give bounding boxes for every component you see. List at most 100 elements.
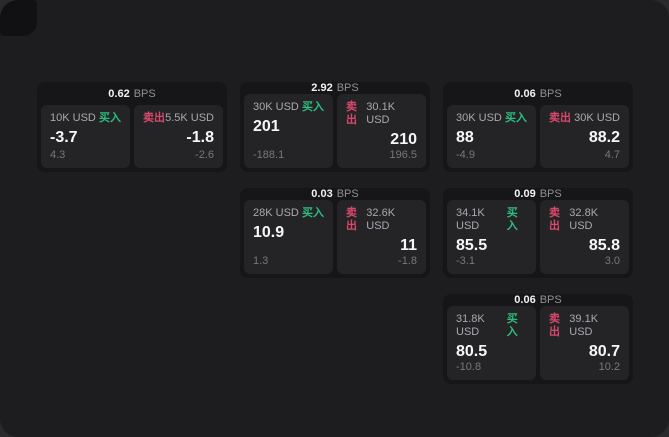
sell-quote-panel[interactable]: 卖出 5.5K USD -1.8 -2.6 bbox=[134, 105, 223, 168]
quote-card: 0.03 BPS 28K USD 买入 10.9 1.3 卖出 32.6K US… bbox=[240, 188, 430, 278]
buy-side-label: 买入 bbox=[506, 207, 518, 232]
buy-price: 80.5 bbox=[456, 343, 488, 360]
buy-size-label: 30K USD bbox=[253, 101, 299, 113]
sell-panel-header: 卖出 32.8K USD bbox=[549, 207, 620, 233]
sell-side-label: 卖出 bbox=[346, 101, 357, 126]
buy-quote-panel[interactable]: 30K USD 买入 201 -188.1 bbox=[244, 94, 333, 168]
buy-side-label: 买入 bbox=[302, 207, 324, 219]
quote-card: 0.62 BPS 10K USD 买入 -3.7 4.3 卖出 5.5K USD… bbox=[37, 82, 227, 172]
sell-side-label: 卖出 bbox=[143, 112, 165, 124]
sell-side-label: 卖出 bbox=[549, 207, 560, 232]
buy-size-label: 34.1K USD bbox=[456, 207, 485, 232]
buy-quote-panel[interactable]: 28K USD 买入 10.9 1.3 bbox=[244, 200, 333, 274]
buy-side-label: 买入 bbox=[505, 112, 527, 124]
spread-unit-label: BPS bbox=[539, 188, 562, 200]
buy-panel-header: 10K USD 买入 bbox=[50, 112, 121, 125]
buy-quote-panel[interactable]: 30K USD 买入 88 -4.9 bbox=[447, 105, 536, 168]
sell-delta: 10.2 bbox=[598, 361, 620, 373]
sell-quote-panel[interactable]: 卖出 32.6K USD 11 -1.8 bbox=[337, 200, 426, 274]
buy-delta: -188.1 bbox=[253, 149, 285, 161]
sell-delta: 4.7 bbox=[604, 149, 620, 161]
buy-quote-panel[interactable]: 34.1K USD 买入 85.5 -3.1 bbox=[447, 200, 536, 274]
spread-unit-label: BPS bbox=[133, 87, 156, 100]
quote-panels: 34.1K USD 买入 85.5 -3.1 卖出 32.8K USD 85.8… bbox=[447, 200, 629, 274]
quote-card-grid: 0.62 BPS 10K USD 买入 -3.7 4.3 卖出 5.5K USD… bbox=[37, 82, 633, 384]
sell-price: -1.8 bbox=[186, 129, 214, 146]
buy-panel-header: 31.8K USD 买入 bbox=[456, 313, 527, 339]
spread-value: 0.62 bbox=[108, 87, 130, 100]
buy-price: 88 bbox=[456, 129, 474, 146]
quote-card: 0.09 BPS 34.1K USD 买入 85.5 -3.1 卖出 32.8K… bbox=[443, 188, 633, 278]
sell-delta: -2.6 bbox=[195, 149, 214, 161]
quote-card: 0.06 BPS 30K USD 买入 88 -4.9 卖出 30K USD 8… bbox=[443, 82, 633, 172]
spread-header: 0.06 BPS bbox=[447, 294, 629, 306]
sell-delta: 3.0 bbox=[604, 255, 620, 267]
spread-value: 0.06 bbox=[514, 294, 536, 306]
sell-price: 85.8 bbox=[588, 237, 620, 254]
buy-price: 85.5 bbox=[456, 237, 488, 254]
buy-quote-panel[interactable]: 31.8K USD 买入 80.5 -10.8 bbox=[447, 306, 536, 380]
spread-unit-label: BPS bbox=[336, 82, 359, 94]
buy-quote-panel[interactable]: 10K USD 买入 -3.7 4.3 bbox=[41, 105, 130, 168]
buy-delta: 1.3 bbox=[253, 255, 269, 267]
sell-price: 80.7 bbox=[588, 343, 620, 360]
spread-header: 0.06 BPS bbox=[447, 82, 629, 105]
quote-panels: 30K USD 买入 201 -188.1 卖出 30.1K USD 210 1… bbox=[244, 94, 426, 168]
sell-size-label: 30K USD bbox=[574, 112, 620, 124]
window-corner-accent bbox=[0, 0, 37, 36]
quote-panels: 28K USD 买入 10.9 1.3 卖出 32.6K USD 11 -1.8 bbox=[244, 200, 426, 274]
sell-quote-panel[interactable]: 卖出 39.1K USD 80.7 10.2 bbox=[540, 306, 629, 380]
sell-size-label: 30.1K USD bbox=[366, 101, 396, 126]
sell-delta: -1.8 bbox=[398, 255, 417, 267]
buy-panel-header: 30K USD 买入 bbox=[456, 112, 527, 125]
buy-size-label: 30K USD bbox=[456, 112, 502, 124]
sell-price: 210 bbox=[390, 131, 417, 148]
sell-size-label: 39.1K USD bbox=[569, 313, 599, 338]
quote-panels: 30K USD 买入 88 -4.9 卖出 30K USD 88.2 4.7 bbox=[447, 105, 629, 168]
buy-size-label: 31.8K USD bbox=[456, 313, 485, 338]
spread-header: 0.03 BPS bbox=[244, 188, 426, 200]
buy-size-label: 10K USD bbox=[50, 112, 96, 124]
sell-quote-panel[interactable]: 卖出 30K USD 88.2 4.7 bbox=[540, 105, 629, 168]
sell-quote-panel[interactable]: 卖出 32.8K USD 85.8 3.0 bbox=[540, 200, 629, 274]
quote-card: 0.06 BPS 31.8K USD 买入 80.5 -10.8 卖出 39.1… bbox=[443, 294, 633, 384]
spread-header: 2.92 BPS bbox=[244, 82, 426, 94]
buy-delta: -10.8 bbox=[456, 361, 482, 373]
buy-size-label: 28K USD bbox=[253, 207, 299, 219]
sell-size-label: 32.8K USD bbox=[569, 207, 599, 232]
spread-unit-label: BPS bbox=[539, 294, 562, 306]
buy-panel-header: 34.1K USD 买入 bbox=[456, 207, 527, 233]
buy-side-label: 买入 bbox=[302, 101, 324, 113]
buy-panel-header: 30K USD 买入 bbox=[253, 101, 324, 114]
sell-delta: 196.5 bbox=[389, 149, 417, 161]
sell-price: 11 bbox=[400, 237, 417, 254]
buy-delta: -3.1 bbox=[456, 255, 475, 267]
quote-card: 2.92 BPS 30K USD 买入 201 -188.1 卖出 30.1K … bbox=[240, 82, 430, 172]
spread-value: 0.03 bbox=[311, 188, 333, 200]
quote-panels: 10K USD 买入 -3.7 4.3 卖出 5.5K USD -1.8 -2.… bbox=[41, 105, 223, 168]
spread-unit-label: BPS bbox=[539, 87, 562, 100]
sell-price: 88.2 bbox=[588, 129, 620, 146]
sell-panel-header: 卖出 39.1K USD bbox=[549, 313, 620, 339]
spread-unit-label: BPS bbox=[336, 188, 359, 200]
sell-size-label: 32.6K USD bbox=[366, 207, 396, 232]
buy-price: 10.9 bbox=[253, 224, 285, 241]
spread-value: 2.92 bbox=[311, 82, 333, 94]
spread-header: 0.09 BPS bbox=[447, 188, 629, 200]
buy-price: 201 bbox=[253, 118, 280, 135]
sell-panel-header: 卖出 5.5K USD bbox=[143, 112, 214, 125]
sell-panel-header: 卖出 32.6K USD bbox=[346, 207, 417, 233]
buy-delta: 4.3 bbox=[50, 149, 66, 161]
spread-value: 0.06 bbox=[514, 87, 536, 100]
sell-side-label: 卖出 bbox=[346, 207, 357, 232]
sell-size-label: 5.5K USD bbox=[165, 112, 214, 124]
spread-value: 0.09 bbox=[514, 188, 536, 200]
buy-price: -3.7 bbox=[50, 129, 78, 146]
buy-delta: -4.9 bbox=[456, 149, 475, 161]
sell-quote-panel[interactable]: 卖出 30.1K USD 210 196.5 bbox=[337, 94, 426, 168]
sell-side-label: 卖出 bbox=[549, 313, 560, 338]
spread-header: 0.62 BPS bbox=[41, 82, 223, 105]
sell-panel-header: 卖出 30K USD bbox=[549, 112, 620, 125]
quote-panels: 31.8K USD 买入 80.5 -10.8 卖出 39.1K USD 80.… bbox=[447, 306, 629, 380]
